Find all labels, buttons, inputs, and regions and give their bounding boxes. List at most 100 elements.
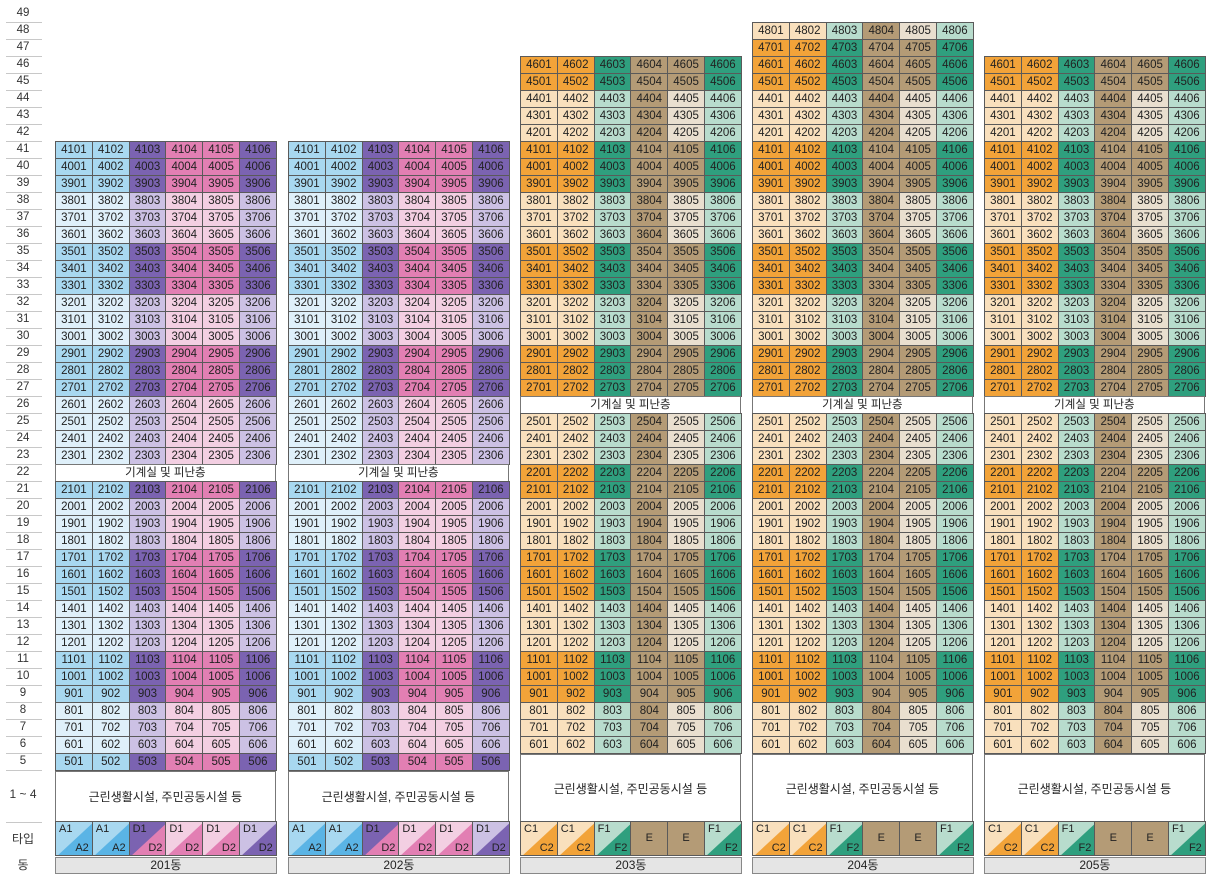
unit-cell: 1601 <box>288 566 326 584</box>
unit-cell: 1503 <box>593 583 632 601</box>
type-label-top: C1 <box>792 823 807 835</box>
unit-cell: 3201 <box>288 294 326 312</box>
unit-cell: 1503 <box>128 583 167 601</box>
unit-cell: 905 <box>1131 685 1169 703</box>
unit-cell: 1502 <box>556 583 595 601</box>
unit-cell: 4504 <box>862 73 901 91</box>
unit-cell: 3401 <box>984 260 1022 278</box>
unit-cell: 1402 <box>91 600 130 618</box>
unit-type-cell: C1 C2 <box>1020 821 1059 856</box>
unit-cell: 601 <box>520 736 558 754</box>
unit-cell: 2705 <box>435 379 473 397</box>
unit-cell: 2106 <box>704 481 742 499</box>
unit-cell: 3002 <box>91 328 130 346</box>
unit-cell: 2002 <box>324 498 363 516</box>
unit-cell: 3901 <box>984 175 1022 193</box>
unit-cell: 2205 <box>899 464 937 482</box>
unit-cell: 3604 <box>398 226 437 244</box>
unit-cell: 703 <box>825 719 864 737</box>
unit-cell: 3004 <box>1094 328 1133 346</box>
unit-cell: 1403 <box>825 600 864 618</box>
type-label-top: D1 <box>206 823 221 835</box>
unit-cell: 3903 <box>1057 175 1096 193</box>
unit-cell: 3105 <box>667 311 705 329</box>
unit-cell: 1601 <box>520 566 558 584</box>
type-split-triangle <box>1171 823 1205 855</box>
unit-cell: 3802 <box>788 192 827 210</box>
unit-type-cell: D1 D2 <box>398 821 437 856</box>
unit-cell: 3505 <box>899 243 937 261</box>
unit-cell: 506 <box>472 753 510 771</box>
unit-cell: 2504 <box>630 413 669 431</box>
unit-cell: 1201 <box>288 634 326 652</box>
unit-cell: 705 <box>202 719 240 737</box>
unit-cell: 1901 <box>520 515 558 533</box>
unit-cell: 3106 <box>1168 311 1206 329</box>
unit-cell: 4602 <box>788 56 827 74</box>
unit-cell: 3504 <box>165 243 204 261</box>
unit-cell: 3703 <box>1057 209 1096 227</box>
unit-cell: 3002 <box>1020 328 1059 346</box>
unit-cell: 4106 <box>1168 141 1206 159</box>
type-label-bottom: D2 <box>381 842 396 854</box>
floor-divider <box>6 515 42 516</box>
unit-cell: 2204 <box>1094 464 1133 482</box>
unit-cell: 3905 <box>202 175 240 193</box>
unit-cell: 3102 <box>1020 311 1059 329</box>
unit-cell: 3303 <box>1057 277 1096 295</box>
floor-label: 18 <box>16 534 30 546</box>
unit-cell: 1704 <box>398 549 437 567</box>
unit-cell: 4503 <box>593 73 632 91</box>
unit-cell: 2805 <box>899 362 937 380</box>
unit-cell: 3204 <box>165 294 204 312</box>
unit-cell: 4506 <box>1168 73 1206 91</box>
type-split-shape <box>438 823 472 855</box>
unit-cell: 603 <box>825 736 864 754</box>
unit-cell: 2104 <box>862 481 901 499</box>
unit-cell: 1904 <box>165 515 204 533</box>
unit-cell: 2904 <box>630 345 669 363</box>
unit-cell: 4005 <box>1131 158 1169 176</box>
unit-cell: 3402 <box>91 260 130 278</box>
unit-cell: 1605 <box>899 566 937 584</box>
unit-cell: 3704 <box>630 209 669 227</box>
unit-cell: 2404 <box>398 430 437 448</box>
unit-cell: 1906 <box>472 515 510 533</box>
unit-cell: 3805 <box>1131 192 1169 210</box>
unit-cell: 1405 <box>202 600 240 618</box>
unit-cell: 4106 <box>472 141 510 159</box>
unit-cell: 3301 <box>288 277 326 295</box>
unit-cell: 4501 <box>752 73 790 91</box>
unit-cell: 2805 <box>667 362 705 380</box>
unit-cell: 1401 <box>752 600 790 618</box>
commercial-floor-label: 1 ~ 4 <box>9 787 37 801</box>
unit-cell: 1106 <box>936 651 974 669</box>
unit-cell: 1404 <box>165 600 204 618</box>
unit-cell: 2502 <box>91 413 130 431</box>
unit-cell: 806 <box>936 702 974 720</box>
unit-cell: 2503 <box>593 413 632 431</box>
unit-cell: 1705 <box>435 549 473 567</box>
unit-cell: 2006 <box>1168 498 1206 516</box>
type-label-bottom: D2 <box>418 842 433 854</box>
unit-cell: 3003 <box>825 328 864 346</box>
unit-cell: 4403 <box>825 90 864 108</box>
unit-cell: 4206 <box>936 124 974 142</box>
unit-cell: 4106 <box>704 141 742 159</box>
unit-cell: 2101 <box>984 481 1022 499</box>
unit-cell: 2003 <box>128 498 167 516</box>
unit-cell: 2103 <box>593 481 632 499</box>
building-name: 203동 <box>520 857 742 874</box>
unit-cell: 903 <box>825 685 864 703</box>
unit-cell: 1602 <box>1020 566 1059 584</box>
unit-cell: 2206 <box>936 464 974 482</box>
unit-cell: 2301 <box>55 447 93 465</box>
unit-cell: 3601 <box>520 226 558 244</box>
unit-cell: 2702 <box>91 379 130 397</box>
unit-cell: 2403 <box>361 430 400 448</box>
unit-cell: 1503 <box>361 583 400 601</box>
unit-cell: 2705 <box>1131 379 1169 397</box>
unit-cell: 3502 <box>556 243 595 261</box>
unit-cell: 2603 <box>128 396 167 414</box>
unit-cell: 4304 <box>630 107 669 125</box>
